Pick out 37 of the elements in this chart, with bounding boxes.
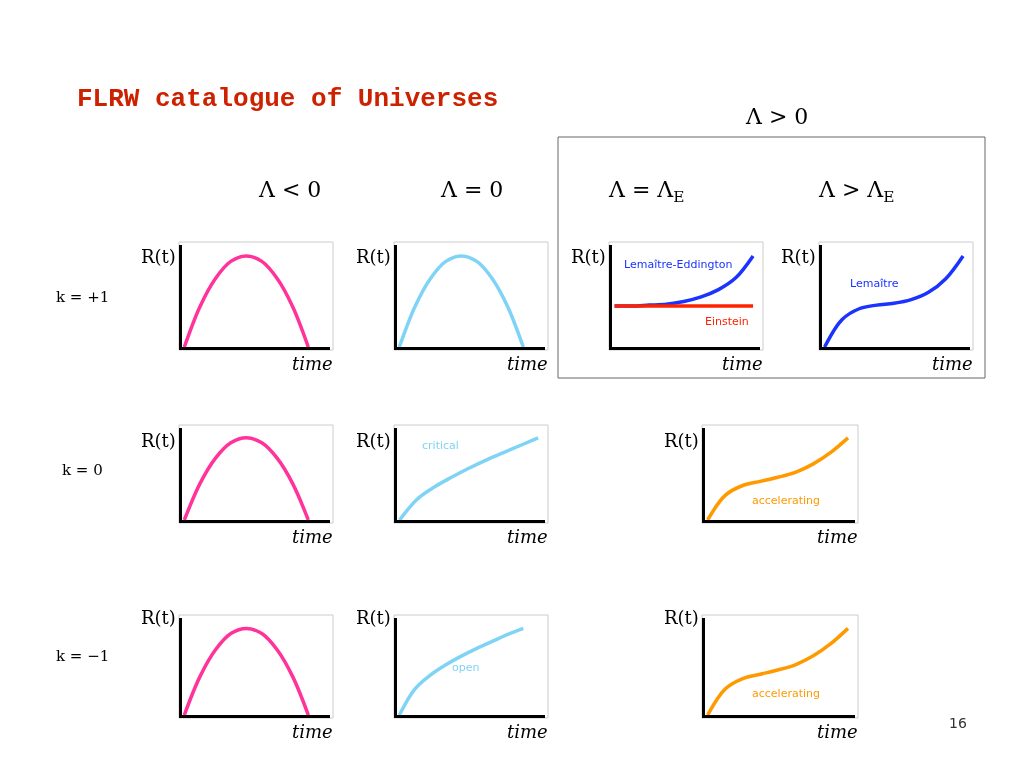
y-axis-title: R(t) [781, 246, 816, 267]
series-label: critical [422, 439, 459, 452]
y-axis-title: R(t) [664, 607, 699, 628]
series-label: accelerating [752, 687, 821, 700]
y-axis-title: R(t) [664, 430, 699, 451]
text: k = +1 [56, 288, 110, 306]
chart-title: Λ < 0 [258, 177, 322, 202]
text: 16 [949, 715, 967, 731]
x-axis-title: time [292, 721, 333, 742]
y-axis-title: R(t) [141, 607, 176, 628]
series-label: open [452, 661, 480, 674]
series-label: Lemaître-Eddington [624, 258, 733, 271]
y-axis-title: R(t) [356, 246, 391, 267]
chart-title: Λ = Λ$_{E}$ [608, 177, 685, 206]
chart-title: Λ = 0 [440, 177, 504, 202]
series-label: accelerating [752, 494, 821, 507]
x-axis-title: time [507, 721, 548, 742]
text: FLRW catalogue of Universes [77, 84, 499, 114]
x-axis-title: time [932, 353, 973, 374]
x-axis-title: time [507, 526, 548, 547]
chart-title: Λ > Λ$_{E}$ [818, 177, 895, 206]
y-axis-title: R(t) [141, 430, 176, 451]
text: k = 0 [62, 461, 103, 479]
y-axis-title: R(t) [141, 246, 176, 267]
text: k = −1 [56, 647, 110, 665]
x-axis-title: time [292, 526, 333, 547]
series-label: Einstein [705, 315, 749, 328]
series-label: Lemaître [850, 277, 899, 290]
x-axis-title: time [817, 526, 858, 547]
x-axis-title: time [507, 353, 548, 374]
x-axis-title: time [292, 353, 333, 374]
y-axis-title: R(t) [356, 607, 391, 628]
y-axis-title: R(t) [571, 246, 606, 267]
y-axis-title: R(t) [356, 430, 391, 451]
x-axis-title: time [817, 721, 858, 742]
x-axis-title: time [722, 353, 763, 374]
text: Λ > 0 [745, 104, 809, 129]
